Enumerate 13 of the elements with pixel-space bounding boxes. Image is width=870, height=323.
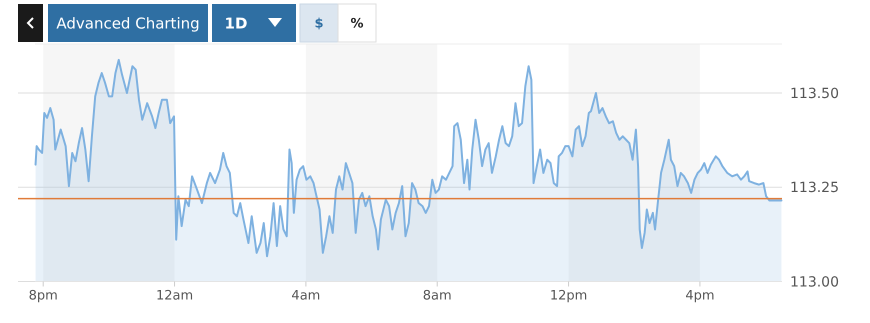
x-tick-label: 8pm [28,288,58,304]
text: Advanced Charting [56,14,200,32]
y-tick-label: 113.00 [790,274,839,290]
y-tick-label: 113.50 [790,86,839,102]
text: $ [314,16,324,32]
text: % [350,16,364,32]
x-tick-label: 4am [291,288,320,304]
x-tick-label: 4pm [685,288,715,304]
x-tick-label: 12pm [550,288,588,304]
text: 1D [224,14,248,32]
x-tick-label: 12am [156,288,194,304]
x-tick-label: 8am [422,288,452,304]
y-tick-label: 113.25 [790,180,839,196]
